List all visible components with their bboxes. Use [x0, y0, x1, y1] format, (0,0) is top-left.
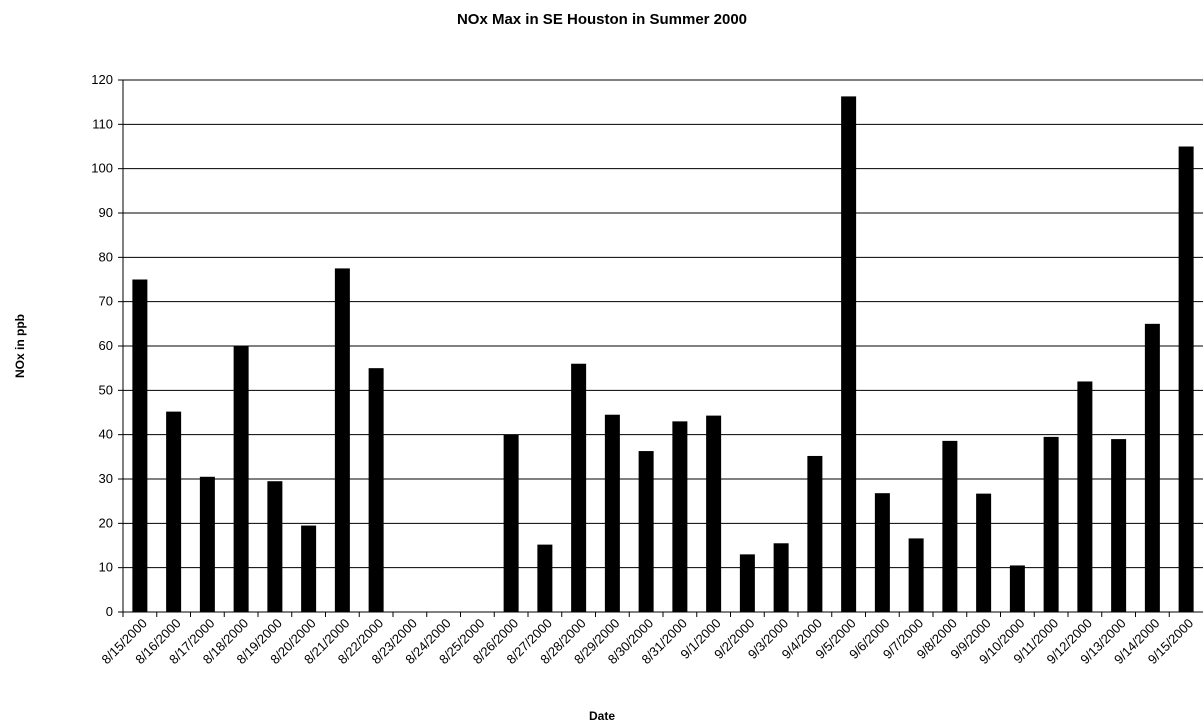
y-tick-label: 70 — [99, 294, 113, 309]
bar — [1043, 436, 1059, 612]
x-axis-label: Date — [589, 709, 615, 723]
bar — [908, 538, 924, 612]
y-tick-label: 60 — [99, 338, 113, 353]
y-tick-label: 80 — [99, 249, 113, 264]
y-tick-label: 90 — [99, 205, 113, 220]
bar — [874, 493, 890, 612]
bar — [132, 279, 148, 612]
y-axis-label: NOx in ppb — [13, 314, 27, 378]
bar — [503, 434, 519, 612]
chart-title: NOx Max in SE Houston in Summer 2000 — [457, 11, 747, 28]
y-tick-label: 110 — [92, 116, 113, 131]
y-tick-label: 0 — [106, 604, 113, 619]
bar — [334, 268, 350, 612]
bar — [942, 440, 958, 612]
y-tick-label: 10 — [99, 560, 113, 575]
bar — [199, 476, 215, 612]
bar — [1009, 565, 1025, 612]
bar — [841, 96, 857, 613]
bar — [368, 368, 384, 612]
bar — [233, 346, 249, 612]
bar — [166, 411, 182, 612]
y-tick-label: 30 — [99, 471, 113, 486]
bar — [638, 451, 654, 612]
bar — [1178, 146, 1194, 612]
bar — [706, 415, 722, 612]
bar — [807, 455, 823, 612]
y-tick-label: 120 — [91, 72, 113, 87]
bar — [672, 421, 688, 612]
bar — [976, 493, 992, 612]
bar — [773, 543, 789, 612]
y-tick-label: 20 — [99, 515, 113, 530]
y-tick-label: 100 — [91, 161, 113, 176]
y-tick-label: 40 — [99, 427, 113, 442]
bar — [1111, 439, 1127, 612]
y-tick-label: 50 — [99, 382, 113, 397]
bar — [267, 481, 283, 612]
bar — [604, 414, 620, 612]
bar — [1144, 323, 1160, 612]
bar — [571, 363, 587, 612]
bar — [301, 525, 317, 612]
bar — [1077, 381, 1093, 612]
bar — [537, 544, 553, 612]
bar — [739, 554, 755, 612]
